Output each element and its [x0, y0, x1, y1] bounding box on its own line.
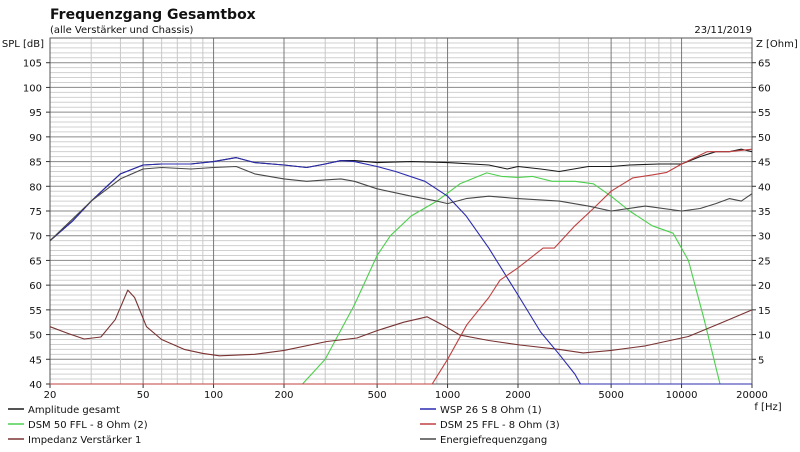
y2-tick-label: 65 [758, 59, 771, 70]
legend: Amplitude gesamt DSM 50 FFL - 8 Ohm (2) Im… [8, 405, 560, 446]
legend-label: DSM 25 FFL - 8 Ohm (3) [440, 420, 560, 431]
y-tick-label: 105 [23, 59, 42, 70]
series-line-5 [50, 148, 753, 385]
y-tick-label: 55 [29, 306, 42, 317]
y2-tick-label: 40 [758, 182, 771, 193]
y-tick-label: 50 [29, 331, 42, 342]
y2-tick-label: 20 [758, 281, 771, 292]
y2-tick-label: 50 [758, 133, 771, 144]
y2-tick-label: 30 [758, 232, 771, 243]
y-tick-label: 90 [29, 133, 42, 144]
x-tick-label: 500 [368, 390, 387, 401]
y-tick-label: 45 [29, 355, 42, 366]
legend-label: Impedanz Verstärker 1 [28, 435, 141, 446]
chart-subtitle: (alle Verstärker und Chassis) [50, 25, 194, 36]
y2-tick-label: 25 [758, 256, 771, 267]
y-tick-label: 75 [29, 207, 42, 218]
y2-tick-label: 55 [758, 108, 771, 119]
y2-axis-label: Z [Ohm] [756, 39, 798, 50]
x-tick-label: 10000 [666, 390, 698, 401]
y2-tick-label: 60 [758, 83, 771, 94]
grid [49, 37, 753, 385]
x-tick-label: 50 [137, 390, 150, 401]
y-tick-label: 40 [29, 380, 42, 391]
y2-tick-label: 5 [758, 355, 764, 366]
y-tick-label: 60 [29, 281, 42, 292]
x-tick-label: 1000 [435, 390, 460, 401]
y-tick-label: 85 [29, 158, 42, 169]
series-line-2 [50, 172, 721, 385]
axis-ticks: 20 50 100 200 500 1000 2000 5000 10000 20000 40 45 5… [23, 59, 771, 401]
y2-tick-label: 10 [758, 331, 771, 342]
y-tick-label: 65 [29, 256, 42, 267]
y-tick-label: 70 [29, 232, 42, 243]
y-tick-label: 100 [23, 83, 42, 94]
x-tick-label: 5000 [598, 390, 623, 401]
x-tick-label: 100 [204, 390, 223, 401]
x-tick-label: 2000 [505, 390, 530, 401]
y-tick-label: 95 [29, 108, 42, 119]
y2-tick-label: 15 [758, 306, 771, 317]
y-tick-label: 80 [29, 182, 42, 193]
x-tick-label: 200 [274, 390, 293, 401]
y-axis-label: SPL [dB] [2, 39, 44, 50]
x-tick-label: 20000 [736, 390, 768, 401]
chart-title: Frequenzgang Gesamtbox [50, 7, 256, 23]
legend-label: WSP 26 S 8 Ohm (1) [440, 405, 542, 416]
x-tick-label: 20 [44, 390, 57, 401]
y2-tick-label: 45 [758, 158, 771, 169]
y2-tick-label: 35 [758, 207, 771, 218]
series-line-6 [49, 165, 753, 242]
legend-label: DSM 50 FFL - 8 Ohm (2) [28, 420, 148, 431]
chart-date: 23/11/2019 [694, 25, 752, 36]
series-line-3 [49, 289, 753, 357]
series-lines [49, 148, 753, 385]
legend-label: Energiefrequenzgang [440, 435, 547, 446]
series-line-4 [49, 157, 752, 385]
x-axis-label: f [Hz] [754, 402, 781, 413]
legend-label: Amplitude gesamt [28, 405, 120, 416]
series-line-1 [49, 148, 753, 242]
